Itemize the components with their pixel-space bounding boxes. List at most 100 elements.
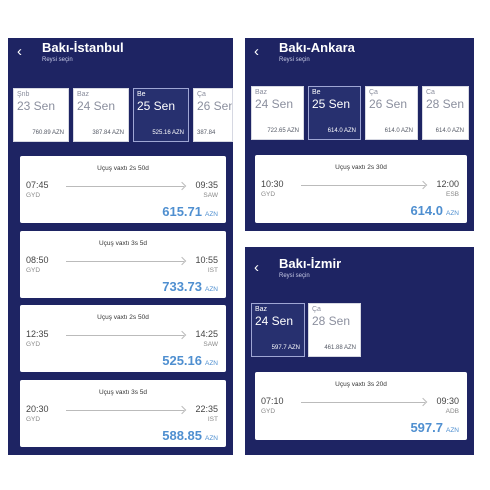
date-day: 24 Sen <box>255 97 294 111</box>
date-day: 28 Sen <box>426 97 465 111</box>
date-selector: Şnb 23 Sen 760.89 AZN Baz 24 Sen 387.84 … <box>8 88 233 142</box>
date-weekday: Baz <box>255 306 268 313</box>
panel-baki-istanbul: ‹ Bakı-İstanbul Reysi seçin Şnb 23 Sen 7… <box>8 38 233 455</box>
departure-airport: GYD <box>261 191 276 198</box>
flight-price: 588.85 AZN <box>162 427 218 445</box>
route-title: Bakı-İstanbul <box>42 40 124 55</box>
date-price: 387.84 <box>197 130 216 136</box>
departure-time: 12:35 <box>26 329 49 339</box>
arrow-right-icon <box>66 261 184 262</box>
price-amount: 525.16 <box>162 353 202 368</box>
flight-duration: Uçuş vaxtı 3s 5d <box>98 389 148 396</box>
date-day: 26 Sen <box>369 97 408 111</box>
date-weekday: Ça <box>312 306 321 313</box>
price-amount: 588.85 <box>162 428 202 443</box>
price-amount: 615.71 <box>162 204 202 219</box>
date-price: 387.84 AZN <box>92 130 124 136</box>
arrival-airport: IST <box>207 416 218 423</box>
route-subtitle: Reysi seçin <box>279 273 310 279</box>
departure-time: 07:45 <box>26 180 49 190</box>
flight-price: 614.0 AZN <box>410 202 459 220</box>
route-subtitle: Reysi seçin <box>42 57 73 63</box>
date-weekday: Baz <box>77 91 90 98</box>
date-card[interactable]: Baz 24 Sen 387.84 AZN <box>73 88 129 142</box>
panel-baki-ankara: ‹ Bakı-Ankara Reysi seçin Baz 24 Sen 722… <box>245 38 474 231</box>
arrival-time: 10:55 <box>195 255 218 265</box>
flight-card[interactable]: Uçuş vaxtı 2s 30d 10:30 GYD 12:00 ESB 61… <box>255 155 467 223</box>
route-subtitle: Reysi seçin <box>279 57 310 63</box>
date-weekday: Ça <box>197 91 206 98</box>
date-day: 25 Sen <box>137 99 176 113</box>
date-weekday: Be <box>312 89 321 96</box>
date-card[interactable]: Ça 26 Sen 614.0 AZN <box>365 86 418 140</box>
arrow-right-icon <box>66 186 184 187</box>
flight-card[interactable]: Uçuş vaxtı 3s 20d 07:10 GYD 09:30 ADB 59… <box>255 372 467 440</box>
date-day: 23 Sen <box>17 99 56 113</box>
date-price: 525.16 AZN <box>152 130 184 136</box>
flight-duration: Uçuş vaxtı 2s 50d <box>97 314 149 321</box>
arrow-right-icon <box>301 185 425 186</box>
back-arrow-icon[interactable]: ‹ <box>17 43 22 60</box>
route-title: Bakı-İzmir <box>279 256 342 271</box>
price-currency: AZN <box>205 360 218 367</box>
arrow-right-icon <box>66 335 184 336</box>
flight-price: 733.73 AZN <box>162 278 218 296</box>
arrival-airport: IST <box>207 267 218 274</box>
flight-card[interactable]: Uçuş vaxtı 3s 5d 08:50 GYD 10:55 IST 733… <box>20 231 226 298</box>
date-day: 24 Sen <box>77 99 116 113</box>
date-selector: Baz 24 Sen 597.7 AZN Ça 28 Sen 461.88 AZ… <box>245 303 474 357</box>
departure-time: 07:10 <box>261 396 284 406</box>
panel-header: ‹ Bakı-Ankara Reysi seçin <box>245 38 474 68</box>
date-card[interactable]: Ça 26 Sen 387.84 <box>193 88 233 142</box>
date-weekday: Ça <box>369 89 378 96</box>
price-currency: AZN <box>205 286 218 293</box>
arrival-time: 22:35 <box>195 404 218 414</box>
arrival-airport: SAW <box>203 341 218 348</box>
date-price: 614.0 AZN <box>435 128 464 134</box>
date-card-selected[interactable]: Baz 24 Sen 597.7 AZN <box>251 303 305 357</box>
panel-header: ‹ Bakı-İzmir Reysi seçin <box>245 247 474 279</box>
departure-airport: GYD <box>261 408 276 415</box>
arrival-airport: ADB <box>445 408 459 415</box>
flight-duration: Uçuş vaxtı 3s 5d <box>98 240 148 247</box>
arrival-time: 14:25 <box>195 329 218 339</box>
date-card-selected[interactable]: Be 25 Sen 614.0 AZN <box>308 86 361 140</box>
arrival-time: 09:30 <box>436 396 459 406</box>
price-currency: AZN <box>446 427 459 434</box>
flight-price: 525.16 AZN <box>162 352 218 370</box>
date-day: 28 Sen <box>312 314 351 328</box>
price-currency: AZN <box>205 211 218 218</box>
back-arrow-icon[interactable]: ‹ <box>254 43 259 60</box>
price-currency: AZN <box>446 210 459 217</box>
price-currency: AZN <box>205 435 218 442</box>
date-card[interactable]: Şnb 23 Sen 760.89 AZN <box>13 88 69 142</box>
departure-airport: GYD <box>26 192 41 199</box>
price-amount: 597.7 <box>410 420 443 435</box>
date-card[interactable]: Ça 28 Sen 461.88 AZN <box>308 303 361 357</box>
date-card[interactable]: Baz 24 Sen 722.65 AZN <box>251 86 304 140</box>
date-day: 26 Sen <box>197 99 233 113</box>
departure-airport: GYD <box>26 267 41 274</box>
price-amount: 614.0 <box>410 203 443 218</box>
date-card-selected[interactable]: Be 25 Sen 525.16 AZN <box>133 88 189 142</box>
date-day: 24 Sen <box>255 314 294 328</box>
flight-card[interactable]: Uçuş vaxtı 2s 50d 07:45 GYD 09:35 SAW 61… <box>20 156 226 223</box>
departure-time: 20:30 <box>26 404 49 414</box>
departure-time: 08:50 <box>26 255 49 265</box>
date-weekday: Şnb <box>17 91 30 98</box>
flight-price: 597.7 AZN <box>410 419 459 437</box>
date-weekday: Baz <box>255 89 268 96</box>
arrival-airport: SAW <box>203 192 218 199</box>
date-card[interactable]: Ca 28 Sen 614.0 AZN <box>422 86 469 140</box>
flight-card[interactable]: Uçuş vaxtı 2s 50d 12:35 GYD 14:25 SAW 52… <box>20 305 226 372</box>
arrow-right-icon <box>66 410 184 411</box>
flight-card[interactable]: Uçuş vaxtı 3s 5d 20:30 GYD 22:35 IST 588… <box>20 380 226 447</box>
panel-header: ‹ Bakı-İstanbul Reysi seçin <box>8 38 233 68</box>
flight-duration: Uçuş vaxtı 3s 20d <box>335 381 387 388</box>
arrow-right-icon <box>301 402 425 403</box>
arrival-time: 09:35 <box>195 180 218 190</box>
date-price: 597.7 AZN <box>271 345 300 351</box>
route-title: Bakı-Ankara <box>279 40 355 55</box>
panel-baki-izmir: ‹ Bakı-İzmir Reysi seçin Baz 24 Sen 597.… <box>245 247 474 455</box>
back-arrow-icon[interactable]: ‹ <box>254 259 259 276</box>
